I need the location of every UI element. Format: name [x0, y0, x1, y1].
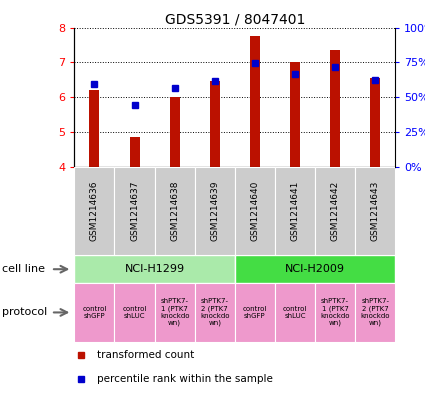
- Text: GSM1214641: GSM1214641: [290, 181, 300, 241]
- Bar: [275, 167, 315, 255]
- Bar: [195, 167, 235, 255]
- Text: shPTK7-
2 (PTK7
knockdo
wn): shPTK7- 2 (PTK7 knockdo wn): [360, 298, 390, 327]
- Text: GSM1214642: GSM1214642: [331, 181, 340, 241]
- Bar: [114, 167, 155, 255]
- Bar: [155, 283, 195, 342]
- Bar: [114, 283, 155, 342]
- Bar: [290, 62, 300, 167]
- Title: GDS5391 / 8047401: GDS5391 / 8047401: [164, 12, 305, 26]
- Text: GSM1214639: GSM1214639: [210, 181, 219, 241]
- Text: NCI-H2009: NCI-H2009: [285, 264, 345, 274]
- Bar: [74, 167, 114, 255]
- Bar: [89, 90, 99, 167]
- Text: shPTK7-
1 (PTK7
knockdo
wn): shPTK7- 1 (PTK7 knockdo wn): [320, 298, 350, 327]
- Text: GSM1214640: GSM1214640: [250, 181, 259, 241]
- Bar: [130, 138, 139, 167]
- Bar: [355, 283, 395, 342]
- Bar: [315, 167, 355, 255]
- Text: control
shGFP: control shGFP: [243, 306, 267, 319]
- Bar: [74, 283, 114, 342]
- Text: NCI-H1299: NCI-H1299: [125, 264, 184, 274]
- Bar: [250, 36, 260, 167]
- Bar: [235, 283, 275, 342]
- Bar: [235, 167, 275, 255]
- Bar: [210, 81, 220, 167]
- Bar: [275, 283, 315, 342]
- Bar: [155, 167, 195, 255]
- Text: GSM1214636: GSM1214636: [90, 181, 99, 241]
- Bar: [370, 78, 380, 167]
- Text: GSM1214637: GSM1214637: [130, 181, 139, 241]
- Text: shPTK7-
1 (PTK7
knockdo
wn): shPTK7- 1 (PTK7 knockdo wn): [160, 298, 190, 327]
- Bar: [315, 283, 355, 342]
- Bar: [195, 283, 235, 342]
- Text: protocol: protocol: [2, 307, 47, 318]
- Bar: [74, 255, 235, 283]
- Text: GSM1214638: GSM1214638: [170, 181, 179, 241]
- Text: shPTK7-
2 (PTK7
knockdo
wn): shPTK7- 2 (PTK7 knockdo wn): [200, 298, 230, 327]
- Bar: [170, 97, 180, 167]
- Text: control
shGFP: control shGFP: [82, 306, 107, 319]
- Text: percentile rank within the sample: percentile rank within the sample: [97, 374, 273, 384]
- Bar: [355, 167, 395, 255]
- Bar: [235, 255, 395, 283]
- Text: cell line: cell line: [2, 264, 45, 274]
- Text: GSM1214643: GSM1214643: [371, 181, 380, 241]
- Bar: [330, 50, 340, 167]
- Text: transformed count: transformed count: [97, 350, 194, 360]
- Text: control
shLUC: control shLUC: [283, 306, 307, 319]
- Text: control
shLUC: control shLUC: [122, 306, 147, 319]
